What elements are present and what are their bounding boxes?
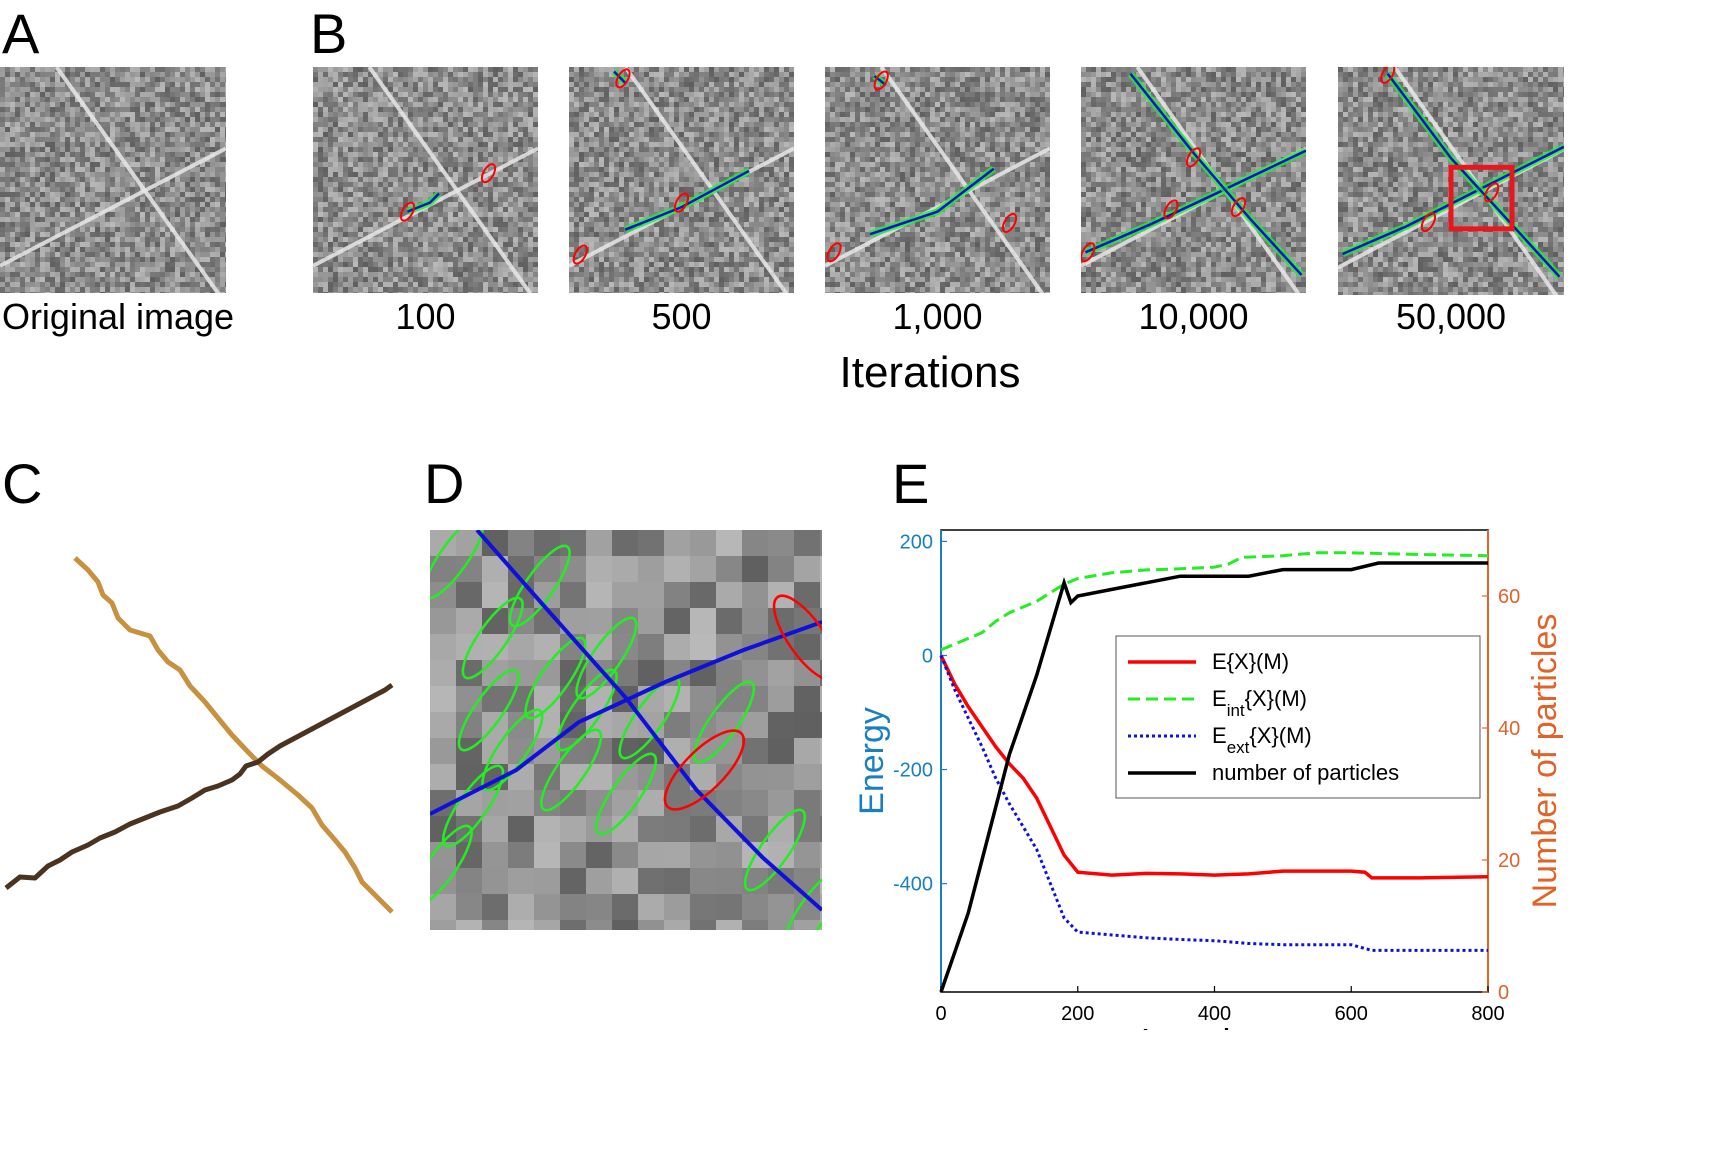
x-tick-label: 400 bbox=[1198, 1003, 1231, 1025]
original-image bbox=[0, 67, 226, 293]
y-right-axis-label: Number of particles bbox=[1526, 614, 1564, 909]
curve-brown bbox=[4, 682, 394, 890]
iteration-label-10000: 10,000 bbox=[1138, 296, 1249, 337]
series-line-numberofparticles bbox=[939, 561, 1488, 993]
panel-letter-b: B bbox=[310, 2, 348, 65]
iteration-snapshot-1000 bbox=[825, 67, 1050, 293]
iteration-label-50000: 50,000 bbox=[1395, 296, 1507, 337]
iteration-label-500: 500 bbox=[651, 296, 712, 337]
iteration-snapshot-10000 bbox=[1081, 67, 1306, 293]
y-right-tick-label: 40 bbox=[1498, 718, 1520, 740]
y-left-tick-label: -400 bbox=[893, 874, 933, 896]
y-left-tick-label: -200 bbox=[893, 760, 933, 782]
panel-letter-c: C bbox=[2, 452, 43, 515]
y-left-axis-label: Energy bbox=[853, 707, 891, 815]
iteration-label-1000: 1,000 bbox=[892, 296, 983, 337]
panel-letter-e: E bbox=[892, 452, 930, 515]
y-right-tick-label: 60 bbox=[1498, 586, 1520, 608]
legend-entry: number of particles bbox=[1212, 760, 1399, 785]
y-right-tick-label: 0 bbox=[1498, 982, 1509, 1004]
extracted-curves bbox=[4, 556, 394, 914]
original-image-caption: Original image bbox=[1, 296, 235, 337]
y-left-tick-label: 200 bbox=[900, 531, 933, 553]
panel-letter-d: D bbox=[424, 452, 465, 515]
iteration-label-100: 100 bbox=[395, 296, 456, 337]
iteration-snapshot-100 bbox=[313, 67, 538, 293]
x-tick-label: 800 bbox=[1471, 1003, 1504, 1025]
y-left-tick-label: 0 bbox=[922, 645, 933, 667]
panel-letter-a: A bbox=[2, 2, 40, 65]
energy-chart: 02004006008002000-200-4006040200Iteratio… bbox=[853, 529, 1564, 1030]
y-right-tick-label: 20 bbox=[1498, 850, 1520, 872]
zoomed-detail bbox=[430, 530, 822, 930]
legend-entry: E{X}(M) bbox=[1212, 649, 1289, 674]
iteration-snapshot-50000 bbox=[1338, 67, 1564, 295]
series-line-eintxm bbox=[940, 551, 1489, 652]
x-tick-label: 200 bbox=[1061, 1003, 1094, 1025]
curve-orange bbox=[73, 556, 394, 914]
highlight-box bbox=[1448, 164, 1515, 232]
x-tick-label: 0 bbox=[935, 1003, 946, 1025]
iterations-axis-label: Iterations bbox=[839, 348, 1021, 397]
x-axis-label: Iterations bbox=[1140, 1021, 1288, 1030]
x-tick-label: 600 bbox=[1335, 1003, 1368, 1025]
series-line-exm bbox=[939, 654, 1489, 880]
iteration-snapshot-500 bbox=[569, 67, 794, 293]
